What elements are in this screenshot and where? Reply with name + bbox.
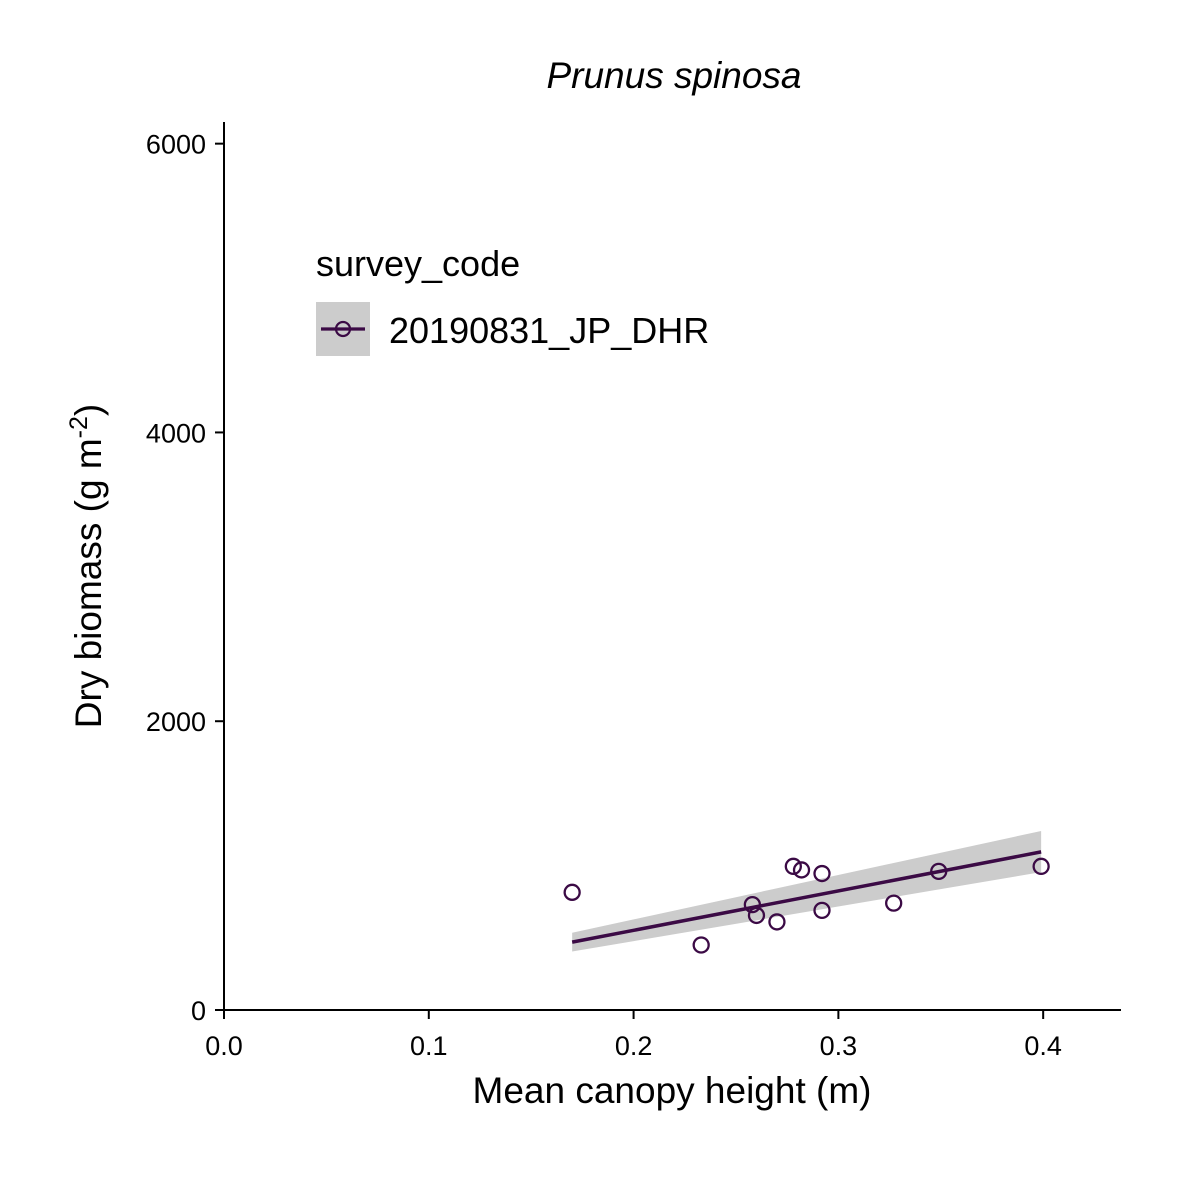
x-tick-label: 0.0 xyxy=(205,1031,243,1061)
data-point xyxy=(784,857,802,875)
data-point xyxy=(692,936,710,954)
data-point xyxy=(792,861,811,879)
legend-title: survey_code xyxy=(316,243,520,284)
data-point xyxy=(813,864,831,883)
x-tick-label: 0.2 xyxy=(615,1031,653,1061)
data-point xyxy=(930,862,948,881)
legend-label: 20190831_JP_DHR xyxy=(389,310,709,351)
data-point xyxy=(747,906,766,925)
data-point xyxy=(813,901,831,920)
x-tick-label: 0.3 xyxy=(820,1031,858,1061)
y-tick-label: 6000 xyxy=(146,130,206,160)
confidence-band xyxy=(572,830,1042,952)
x-tick-label: 0.4 xyxy=(1024,1031,1062,1061)
data-point xyxy=(563,883,581,901)
x-axis: 0.0 0.1 0.2 0.3 0.4 Mean canopy height (m) xyxy=(205,1009,1121,1111)
y-tick-label: 4000 xyxy=(146,418,206,448)
x-tick-label: 0.1 xyxy=(410,1031,448,1061)
y-tick-label: 2000 xyxy=(146,707,206,737)
x-axis-title: Mean canopy height (m) xyxy=(473,1070,872,1111)
data-point xyxy=(1032,857,1050,875)
data-point xyxy=(743,895,762,914)
plot-area xyxy=(563,830,1050,954)
y-tick-label: 0 xyxy=(191,996,206,1026)
data-point xyxy=(768,913,786,931)
y-axis: 0 2000 4000 6000 Dry biomass (g m-2) xyxy=(65,122,225,1026)
data-point xyxy=(885,894,903,912)
chart-title: Prunus spinosa xyxy=(546,55,801,96)
legend: survey_code 20190831_JP_DHR xyxy=(316,243,709,356)
y-axis-title: Dry biomass (g m-2) xyxy=(65,404,109,728)
regression-line xyxy=(571,850,1042,944)
legend-key-point xyxy=(334,320,352,338)
